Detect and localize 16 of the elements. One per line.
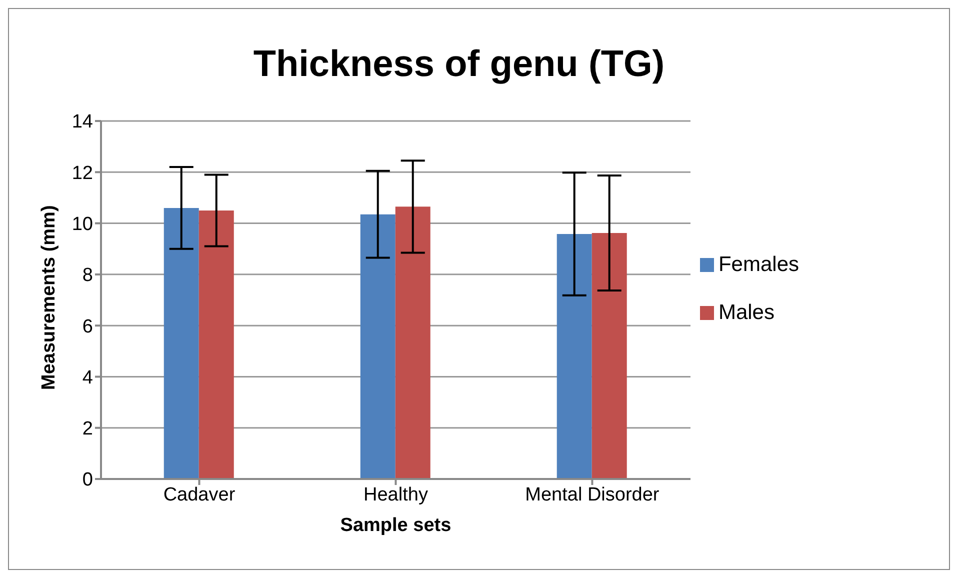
y-tick-label: 14 [72,112,94,133]
y-tick-label: 2 [82,418,93,440]
y-tick-label: 6 [82,316,93,338]
y-axis-title: Measurements (mm) [38,205,60,390]
y-tick-label: 4 [82,367,94,388]
y-tick-label: 8 [82,265,93,286]
legend-label: Females [718,253,799,276]
chart-title: Thickness of genu (TG) [252,43,666,85]
x-tick-label: Mental Disorder [525,484,660,506]
y-tick-label: 0 [82,470,93,491]
y-tick-label: 12 [72,162,93,184]
x-tick-label: Cadaver [163,484,236,506]
y-tick-label: 10 [72,214,93,236]
x-tick-label: Healthy [364,484,428,506]
x-axis-title: Sample sets [340,515,452,536]
legend-label: Males [718,301,774,324]
